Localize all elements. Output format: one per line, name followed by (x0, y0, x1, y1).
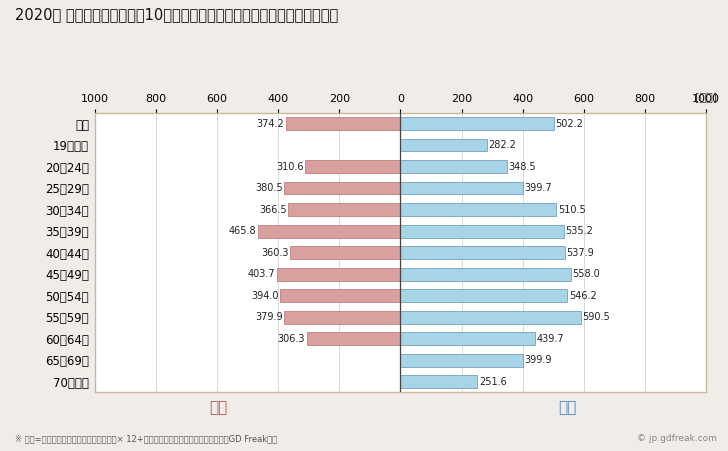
Text: 374.2: 374.2 (257, 119, 285, 129)
Bar (400, 375, 478, 388)
Bar (400, 354, 523, 367)
Text: 379.9: 379.9 (255, 312, 282, 322)
Bar (286, 117, 400, 130)
Text: 546.2: 546.2 (569, 290, 597, 300)
Bar (400, 332, 535, 345)
Text: 男性: 男性 (558, 400, 577, 416)
Text: 282.2: 282.2 (488, 140, 516, 150)
Bar (400, 203, 556, 216)
Text: ※ 年収=「きまって支給する現金給与額」× 12+「年間賞与その他特別給与額」としてGD Freak推計: ※ 年収=「きまって支給する現金給与額」× 12+「年間賞与その他特別給与額」と… (15, 434, 277, 443)
Text: 310.6: 310.6 (277, 161, 304, 171)
Text: 439.7: 439.7 (537, 334, 564, 344)
Text: 590.5: 590.5 (582, 312, 610, 322)
Bar (400, 225, 564, 238)
Text: 465.8: 465.8 (229, 226, 256, 236)
Text: 537.9: 537.9 (566, 248, 594, 258)
Bar (400, 160, 507, 173)
Bar (306, 160, 400, 173)
Bar (290, 246, 400, 259)
Bar (306, 332, 400, 345)
Bar (400, 267, 571, 281)
Bar (400, 117, 554, 130)
Text: 2020年 民間企業（従業者数10人以上）フルタイム労働者の男女別平均年収: 2020年 民間企業（従業者数10人以上）フルタイム労働者の男女別平均年収 (15, 7, 338, 22)
Text: 399.7: 399.7 (524, 183, 552, 193)
Bar (258, 225, 400, 238)
Bar (400, 138, 487, 152)
Text: 535.2: 535.2 (566, 226, 593, 236)
Text: 306.3: 306.3 (277, 334, 305, 344)
Text: 558.0: 558.0 (572, 269, 601, 279)
Text: 348.5: 348.5 (508, 161, 536, 171)
Bar (284, 182, 400, 194)
Bar (288, 203, 400, 216)
Text: 403.7: 403.7 (248, 269, 275, 279)
Text: 394.0: 394.0 (251, 290, 278, 300)
Text: © jp.gdfreak.com: © jp.gdfreak.com (637, 434, 717, 443)
Text: 510.5: 510.5 (558, 205, 586, 215)
Text: 360.3: 360.3 (261, 248, 289, 258)
Text: 380.5: 380.5 (255, 183, 282, 193)
Bar (400, 246, 565, 259)
Bar (400, 311, 581, 323)
Text: [万円]: [万円] (695, 92, 717, 102)
Text: 女性: 女性 (209, 400, 228, 416)
Bar (284, 311, 400, 323)
Text: 366.5: 366.5 (259, 205, 287, 215)
Text: 502.2: 502.2 (555, 119, 583, 129)
Text: 251.6: 251.6 (479, 377, 507, 387)
Bar (280, 289, 400, 302)
Text: 399.9: 399.9 (524, 355, 552, 365)
Bar (400, 289, 567, 302)
Bar (400, 182, 523, 194)
Bar (277, 267, 400, 281)
